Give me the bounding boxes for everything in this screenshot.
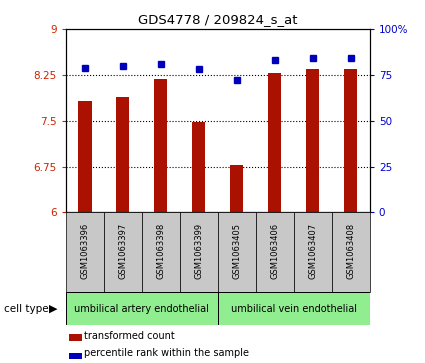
Bar	[66, 212, 104, 292]
Bar	[69, 352, 82, 359]
Text: percentile rank within the sample: percentile rank within the sample	[84, 348, 249, 359]
Text: umbilical vein endothelial: umbilical vein endothelial	[231, 303, 357, 314]
Bar	[332, 212, 370, 292]
Bar	[218, 292, 370, 325]
Text: ▶: ▶	[49, 303, 57, 314]
Text: umbilical artery endothelial: umbilical artery endothelial	[74, 303, 209, 314]
Text: GSM1063407: GSM1063407	[308, 223, 317, 279]
Bar	[218, 212, 256, 292]
Bar	[306, 69, 320, 212]
Text: GSM1063399: GSM1063399	[194, 223, 203, 279]
Text: GSM1063398: GSM1063398	[156, 223, 165, 279]
Bar	[268, 73, 281, 212]
Text: GSM1063397: GSM1063397	[118, 223, 127, 279]
Bar	[192, 122, 205, 212]
Bar	[294, 212, 332, 292]
Bar	[180, 212, 218, 292]
Bar	[104, 212, 142, 292]
Bar	[230, 165, 244, 212]
Bar	[154, 79, 167, 212]
Text: cell type: cell type	[4, 303, 49, 314]
Bar	[142, 212, 180, 292]
Bar	[69, 334, 82, 341]
Bar	[344, 69, 357, 212]
Bar	[256, 212, 294, 292]
Text: GSM1063396: GSM1063396	[80, 223, 89, 279]
Bar	[78, 101, 91, 212]
Bar	[116, 98, 130, 212]
Title: GDS4778 / 209824_s_at: GDS4778 / 209824_s_at	[138, 13, 298, 26]
Text: GSM1063406: GSM1063406	[270, 223, 279, 279]
Bar	[66, 292, 218, 325]
Text: transformed count: transformed count	[84, 331, 175, 340]
Text: GSM1063408: GSM1063408	[346, 223, 355, 279]
Text: GSM1063405: GSM1063405	[232, 223, 241, 279]
